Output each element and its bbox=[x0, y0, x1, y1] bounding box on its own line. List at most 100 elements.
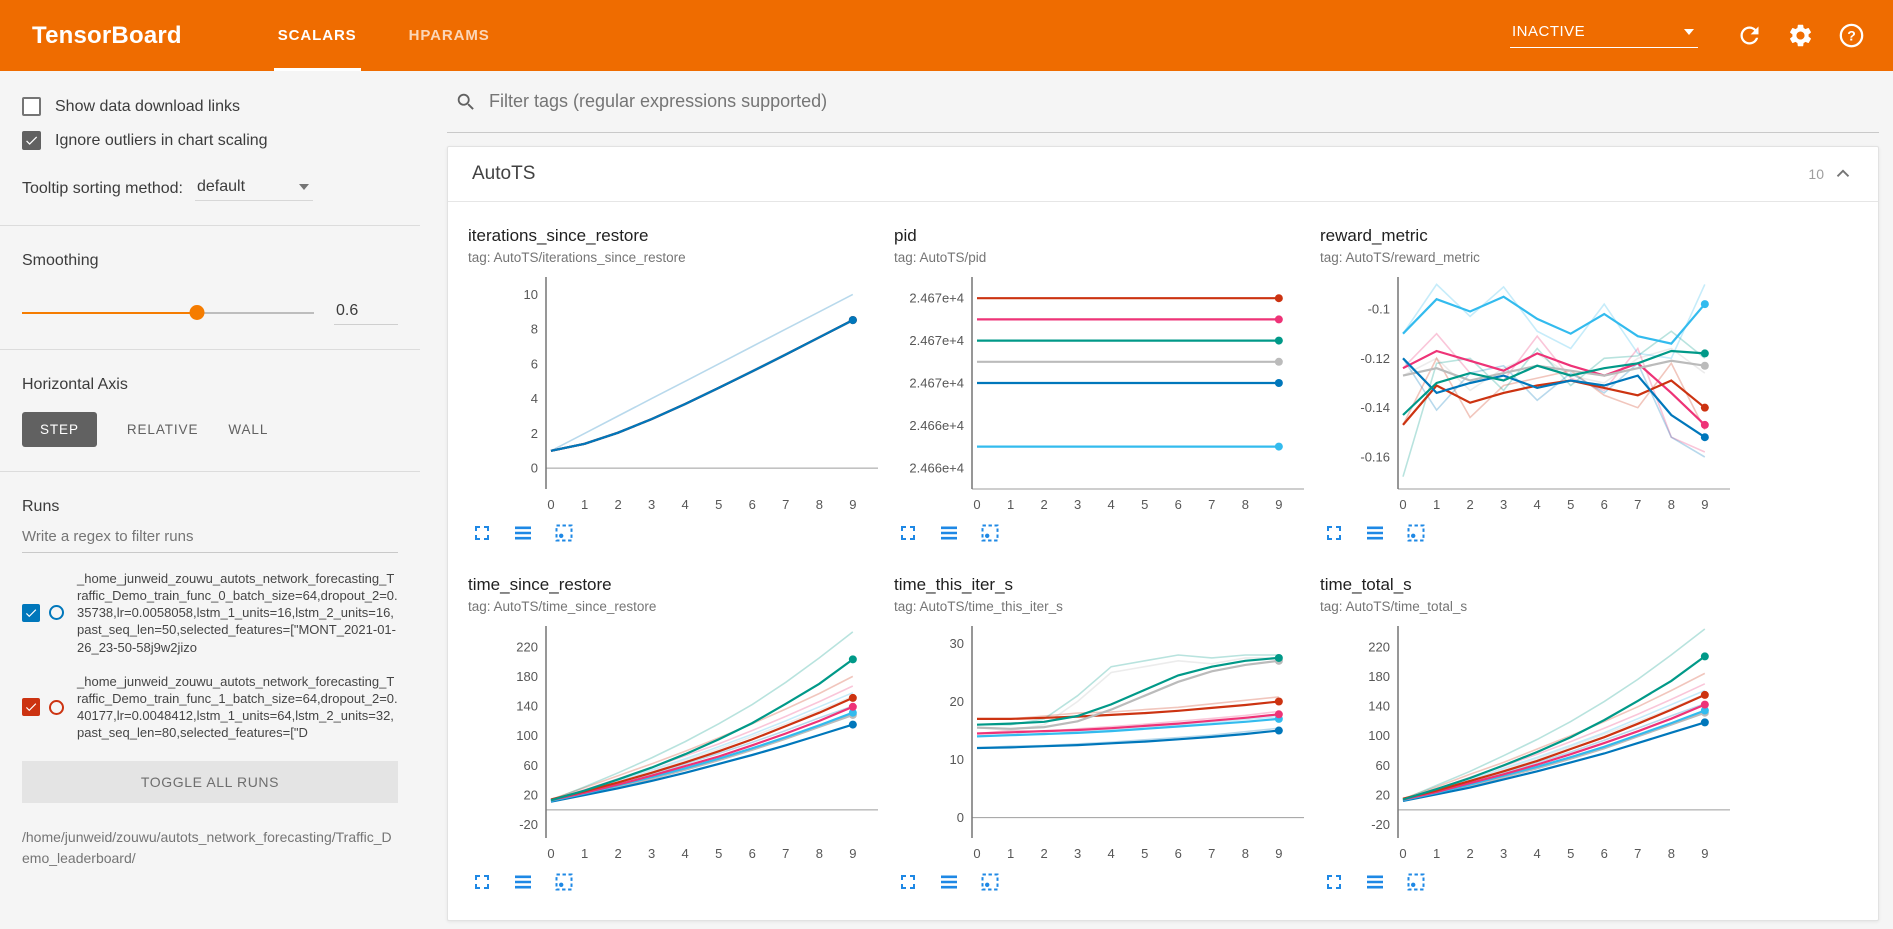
svg-text:180: 180 bbox=[1368, 669, 1390, 684]
chart-actions bbox=[894, 521, 1312, 545]
tab-bar: SCALARS HPARAMS bbox=[274, 0, 538, 71]
axis-button-wall[interactable]: WALL bbox=[228, 412, 268, 447]
expand-chart-button[interactable] bbox=[896, 521, 920, 545]
settings-button[interactable] bbox=[1787, 22, 1814, 49]
svg-text:6: 6 bbox=[749, 846, 756, 861]
svg-text:?: ? bbox=[1847, 27, 1856, 43]
svg-text:-0.14: -0.14 bbox=[1360, 400, 1390, 415]
expand-chart-button[interactable] bbox=[1322, 521, 1346, 545]
svg-text:8: 8 bbox=[1668, 846, 1675, 861]
tag-filter-input[interactable] bbox=[489, 91, 1879, 112]
run-table-button[interactable] bbox=[1363, 870, 1387, 894]
svg-text:1: 1 bbox=[1433, 846, 1440, 861]
data-table-icon bbox=[1367, 526, 1383, 540]
svg-text:60: 60 bbox=[524, 758, 538, 773]
chart-plot-wrap: 2.467e+4 2.467e+4 2.467e+4 2.466e+4 2.466e+4… bbox=[894, 269, 1312, 519]
expand-chart-button[interactable] bbox=[470, 521, 494, 545]
fit-domain-button[interactable] bbox=[552, 521, 576, 545]
tab-hparams[interactable]: HPARAMS bbox=[405, 0, 494, 71]
run-table-button[interactable] bbox=[511, 870, 535, 894]
svg-text:220: 220 bbox=[1368, 639, 1390, 654]
refresh-button[interactable] bbox=[1736, 22, 1763, 49]
chart-title: time_this_iter_s bbox=[894, 575, 1014, 594]
tab-scalars[interactable]: SCALARS bbox=[274, 0, 361, 71]
svg-text:9: 9 bbox=[1701, 497, 1708, 512]
fit-domain-icon bbox=[555, 873, 573, 891]
axis-button-step[interactable]: STEP bbox=[22, 412, 97, 447]
run-checkbox[interactable] bbox=[22, 698, 40, 717]
run-table-button[interactable] bbox=[937, 870, 961, 894]
settings-sidebar: Show data download links Ignore outliers… bbox=[0, 71, 420, 929]
expand-chart-button[interactable] bbox=[1322, 870, 1346, 894]
chart-plot-wrap: -0.1 -0.12 -0.14 -0.16 0 1 2 3 4 5 6 7 8 9 bbox=[1320, 269, 1738, 519]
tooltip-sorting-select[interactable]: default bbox=[194, 176, 313, 201]
run-table-button[interactable] bbox=[511, 521, 535, 545]
run-table-button[interactable] bbox=[937, 521, 961, 545]
svg-text:20: 20 bbox=[950, 694, 964, 709]
app-header: TensorBoard SCALARS HPARAMS INACTIVE ? bbox=[0, 0, 1893, 71]
run-radio[interactable] bbox=[49, 699, 64, 715]
svg-text:4: 4 bbox=[531, 391, 538, 406]
svg-text:3: 3 bbox=[1074, 846, 1081, 861]
status-dropdown[interactable]: INACTIVE bbox=[1510, 23, 1698, 48]
fit-domain-button[interactable] bbox=[1404, 870, 1428, 894]
svg-text:0: 0 bbox=[547, 846, 554, 861]
status-value: INACTIVE bbox=[1512, 23, 1586, 40]
run-checkbox[interactable] bbox=[22, 603, 40, 622]
check-icon bbox=[26, 136, 38, 145]
expand-chart-button[interactable] bbox=[896, 870, 920, 894]
axis-button-relative[interactable]: RELATIVE bbox=[127, 412, 198, 447]
category-title: AutoTS bbox=[472, 163, 536, 184]
run-table-button[interactable] bbox=[1363, 521, 1387, 545]
category-header[interactable]: AutoTS 10 bbox=[448, 147, 1878, 202]
chart-plot[interactable]: 10 8 6 4 2 0 0 1 2 3 4 5 6 7 8 9 bbox=[468, 269, 886, 519]
data-table-icon bbox=[515, 526, 531, 540]
fit-domain-button[interactable] bbox=[978, 870, 1002, 894]
svg-text:1: 1 bbox=[1007, 497, 1014, 512]
svg-text:-0.12: -0.12 bbox=[1360, 351, 1390, 366]
smoothing-slider[interactable] bbox=[22, 305, 314, 320]
svg-text:5: 5 bbox=[1567, 846, 1574, 861]
ignore-outliers-checkbox[interactable] bbox=[22, 131, 41, 150]
chart-plot-wrap: 220 180 140 100 60 20 -20 0 1 2 3 4 5 6 7 8 9 bbox=[468, 618, 886, 868]
chart-plot[interactable]: 2.467e+4 2.467e+4 2.467e+4 2.466e+4 2.466e+4… bbox=[894, 269, 1312, 519]
svg-text:4: 4 bbox=[1534, 846, 1541, 861]
smoothing-row bbox=[22, 300, 398, 325]
chart-plot[interactable]: -0.1 -0.12 -0.14 -0.16 0 1 2 3 4 5 6 7 8 9 bbox=[1320, 269, 1738, 519]
slider-knob[interactable] bbox=[189, 305, 205, 320]
svg-text:5: 5 bbox=[715, 846, 722, 861]
tooltip-sorting-value: default bbox=[196, 178, 246, 195]
help-button[interactable]: ? bbox=[1838, 22, 1865, 49]
fit-domain-button[interactable] bbox=[552, 870, 576, 894]
chevron-down-icon bbox=[1684, 28, 1694, 35]
runs-filter-input[interactable] bbox=[22, 518, 398, 553]
chart-plot[interactable]: 220 180 140 100 60 20 -20 0 1 2 3 4 5 6 7 8 9 bbox=[1320, 618, 1738, 868]
smoothing-value-input[interactable] bbox=[334, 300, 398, 325]
run-radio[interactable] bbox=[49, 605, 64, 621]
slider-fill bbox=[22, 311, 198, 314]
fit-domain-button[interactable] bbox=[1404, 521, 1428, 545]
expand-chart-button[interactable] bbox=[470, 870, 494, 894]
chart-title: pid bbox=[894, 226, 917, 245]
svg-text:0: 0 bbox=[531, 461, 538, 476]
tooltip-sorting-row: Tooltip sorting method: default bbox=[22, 176, 398, 201]
svg-text:20: 20 bbox=[524, 788, 538, 803]
chart-actions bbox=[468, 521, 886, 545]
chart-plot[interactable]: 30 20 10 0 0 1 2 3 4 5 6 7 8 9 bbox=[894, 618, 1312, 868]
chart-actions bbox=[1320, 870, 1738, 894]
data-table-icon bbox=[1367, 875, 1383, 889]
chevron-up-icon[interactable] bbox=[1832, 163, 1854, 185]
fit-domain-button[interactable] bbox=[978, 521, 1002, 545]
svg-text:30: 30 bbox=[950, 636, 964, 651]
svg-text:2: 2 bbox=[1040, 497, 1047, 512]
runs-label: Runs bbox=[22, 498, 60, 515]
svg-text:2: 2 bbox=[1466, 497, 1473, 512]
chart-card-iterations_since_restore: iterations_since_restore tag: AutoTS/iter… bbox=[468, 226, 886, 545]
toggle-all-runs-button[interactable]: TOGGLE ALL RUNS bbox=[22, 761, 398, 804]
show-download-links-checkbox[interactable] bbox=[22, 97, 41, 116]
chart-tag: tag: AutoTS/pid bbox=[894, 250, 987, 265]
chart-actions bbox=[894, 870, 1312, 894]
chart-card-pid: pid tag: AutoTS/pid 2.467e+4 2.467e+4 2.467e… bbox=[894, 226, 1312, 545]
chart-plot[interactable]: 220 180 140 100 60 20 -20 0 1 2 3 4 5 6 7 8 9 bbox=[468, 618, 886, 868]
